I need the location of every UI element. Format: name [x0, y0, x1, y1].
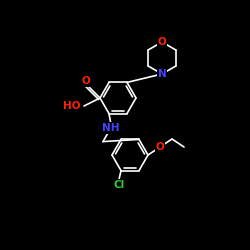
Text: HO: HO: [64, 101, 81, 111]
Text: O: O: [82, 76, 90, 86]
Text: NH: NH: [102, 122, 120, 132]
Text: O: O: [156, 142, 164, 152]
Text: N: N: [158, 69, 166, 79]
Text: Cl: Cl: [114, 180, 124, 190]
Text: O: O: [158, 37, 166, 47]
